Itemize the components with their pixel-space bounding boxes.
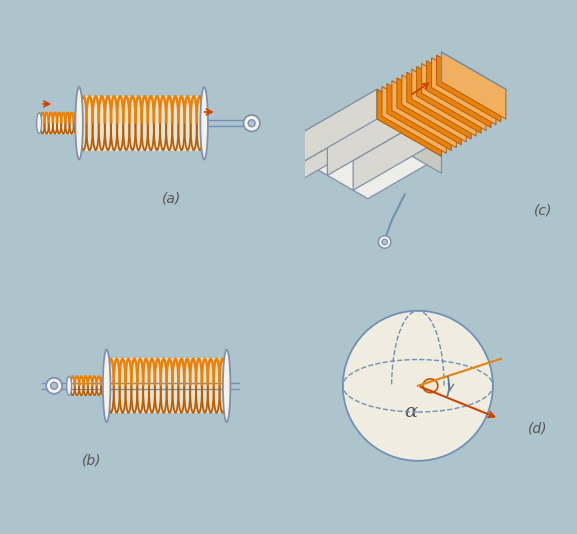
Polygon shape	[441, 52, 506, 119]
Circle shape	[243, 115, 260, 131]
Ellipse shape	[36, 113, 42, 134]
Text: (b): (b)	[82, 454, 102, 468]
Polygon shape	[327, 103, 401, 175]
Polygon shape	[432, 58, 496, 125]
Polygon shape	[353, 118, 441, 169]
Ellipse shape	[76, 87, 83, 160]
Polygon shape	[79, 96, 204, 151]
Text: α: α	[404, 403, 417, 421]
Polygon shape	[387, 83, 451, 151]
Ellipse shape	[223, 350, 230, 422]
Circle shape	[382, 239, 387, 245]
Polygon shape	[107, 358, 227, 413]
Polygon shape	[304, 89, 377, 161]
Polygon shape	[382, 87, 447, 153]
Circle shape	[343, 311, 493, 461]
Text: (c): (c)	[534, 204, 552, 218]
Text: (d): (d)	[528, 421, 548, 435]
Polygon shape	[377, 119, 441, 173]
Polygon shape	[377, 89, 441, 156]
Circle shape	[248, 120, 255, 127]
Polygon shape	[304, 89, 390, 139]
Polygon shape	[412, 69, 476, 136]
Polygon shape	[407, 72, 471, 139]
Polygon shape	[402, 75, 466, 142]
Polygon shape	[69, 376, 107, 395]
Ellipse shape	[200, 87, 208, 160]
Circle shape	[379, 235, 391, 248]
Polygon shape	[377, 89, 390, 127]
Polygon shape	[397, 78, 461, 145]
Polygon shape	[392, 81, 456, 147]
Polygon shape	[304, 119, 441, 199]
Polygon shape	[437, 55, 501, 122]
Polygon shape	[426, 61, 491, 128]
Polygon shape	[401, 103, 415, 142]
Polygon shape	[304, 119, 377, 178]
Polygon shape	[417, 66, 481, 134]
Circle shape	[46, 378, 62, 394]
Polygon shape	[422, 64, 486, 130]
Ellipse shape	[66, 376, 72, 395]
Circle shape	[51, 382, 58, 389]
Ellipse shape	[103, 350, 110, 422]
Polygon shape	[427, 118, 441, 156]
Text: (a): (a)	[162, 191, 181, 205]
Polygon shape	[39, 113, 79, 134]
Polygon shape	[353, 118, 427, 190]
Polygon shape	[327, 103, 415, 154]
Polygon shape	[423, 379, 438, 392]
